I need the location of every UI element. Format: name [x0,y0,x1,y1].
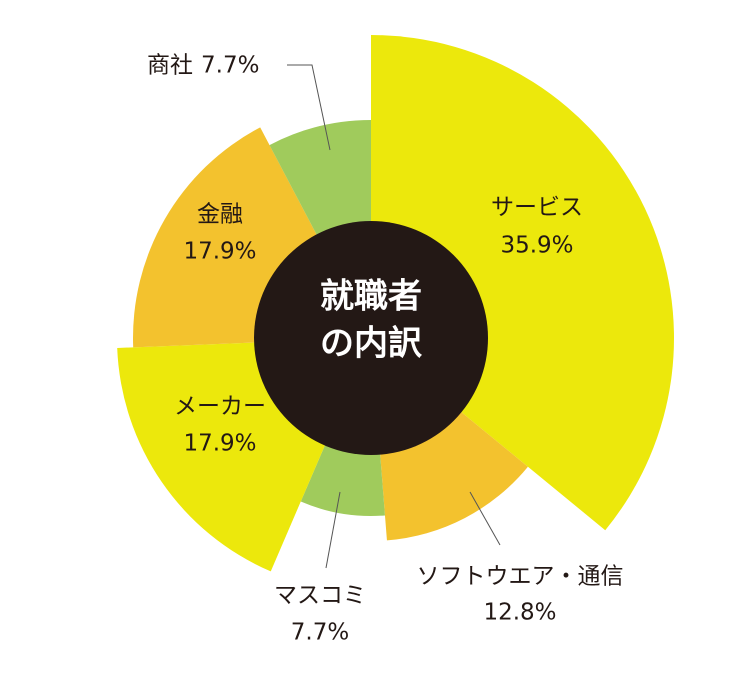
slice-value-label: 35.9% [500,233,573,259]
center-text: 就職者 [320,277,422,317]
center-text: の内訳 [320,324,423,364]
leader-line [469,491,501,546]
slice-value-label: 12.8% [483,600,556,626]
slice-label: 商社 [147,53,193,79]
slice-label: 金融 [197,202,243,228]
slice-label: マスコミ [274,583,366,609]
slice-value-label: 17.9% [183,431,256,457]
slice-label: メーカー [174,394,266,420]
slice-value-label: 7.7% [291,620,349,646]
slice [371,35,674,531]
leader-line [287,64,331,151]
center-hole [254,221,488,455]
leader-line [325,491,341,569]
slice-value-label: 7.7% [201,53,259,79]
slice-value-label: 17.9% [183,239,256,265]
slice-label: サービス [491,195,583,221]
slice-label: ソフトウエア・通信 [417,564,624,590]
